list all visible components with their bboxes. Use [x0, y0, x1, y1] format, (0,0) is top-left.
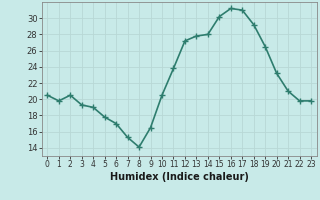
X-axis label: Humidex (Indice chaleur): Humidex (Indice chaleur)	[110, 172, 249, 182]
